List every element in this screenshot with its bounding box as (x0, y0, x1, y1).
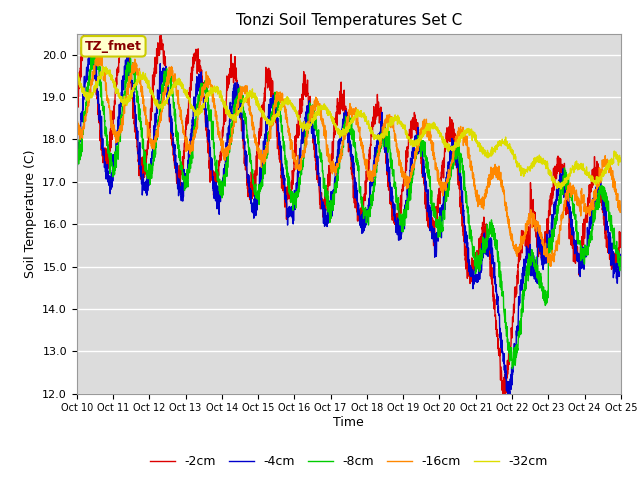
-32cm (607, 157, 614, 163)
-4cm (305, 98, 313, 104)
-16cm (135, 72, 143, 78)
-32cm (99, 64, 107, 70)
-8cm (135, 101, 143, 107)
-2cm (607, 246, 614, 252)
-4cm (73, 163, 81, 168)
-4cm (168, 118, 175, 124)
-2cm (135, 165, 143, 170)
-2cm (305, 98, 313, 104)
Text: TZ_fmet: TZ_fmet (85, 40, 142, 53)
-8cm (617, 263, 625, 269)
Line: -16cm: -16cm (77, 56, 621, 266)
Legend: -2cm, -4cm, -8cm, -16cm, -32cm: -2cm, -4cm, -8cm, -16cm, -32cm (145, 450, 553, 473)
X-axis label: Time: Time (333, 416, 364, 429)
-32cm (73, 69, 81, 74)
-4cm (282, 194, 289, 200)
-32cm (135, 76, 143, 82)
-2cm (499, 395, 507, 401)
-16cm (547, 264, 555, 269)
-16cm (617, 208, 625, 214)
-16cm (73, 126, 81, 132)
-32cm (282, 99, 289, 105)
-2cm (83, 10, 91, 16)
-32cm (617, 159, 625, 165)
-8cm (92, 47, 99, 52)
Line: -32cm: -32cm (77, 67, 621, 189)
-8cm (548, 235, 556, 241)
-2cm (282, 191, 289, 197)
-16cm (607, 164, 614, 170)
-16cm (96, 53, 104, 59)
-2cm (73, 117, 81, 122)
-2cm (548, 188, 556, 194)
-8cm (509, 366, 516, 372)
-16cm (548, 258, 556, 264)
-32cm (168, 88, 175, 94)
-2cm (617, 229, 625, 235)
-32cm (557, 186, 564, 192)
-4cm (617, 255, 625, 261)
Line: -2cm: -2cm (77, 13, 621, 398)
-8cm (305, 110, 313, 116)
Line: -4cm: -4cm (77, 50, 621, 401)
-8cm (73, 159, 81, 165)
-4cm (607, 234, 614, 240)
-4cm (548, 232, 556, 238)
-8cm (607, 224, 614, 229)
-32cm (305, 123, 313, 129)
-8cm (282, 155, 289, 161)
Title: Tonzi Soil Temperatures Set C: Tonzi Soil Temperatures Set C (236, 13, 462, 28)
-16cm (282, 116, 289, 122)
Line: -8cm: -8cm (77, 49, 621, 369)
-16cm (168, 67, 175, 72)
-4cm (506, 398, 514, 404)
-2cm (168, 127, 175, 132)
-8cm (168, 73, 175, 79)
-16cm (305, 125, 313, 131)
-4cm (135, 162, 143, 168)
-4cm (88, 47, 95, 53)
-32cm (548, 176, 556, 182)
Y-axis label: Soil Temperature (C): Soil Temperature (C) (24, 149, 36, 278)
